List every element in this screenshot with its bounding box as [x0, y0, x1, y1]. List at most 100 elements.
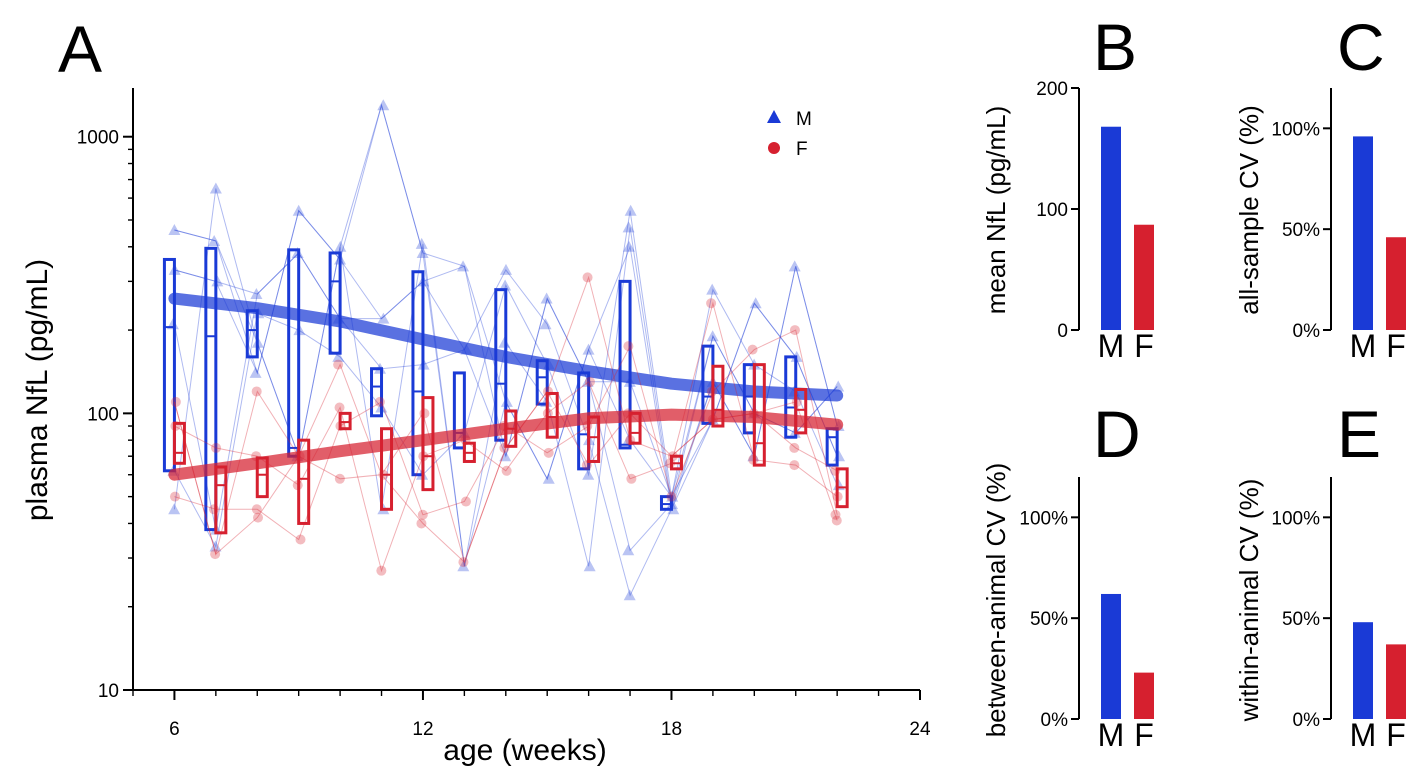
data-point-m [832, 380, 845, 392]
data-point-f [416, 518, 427, 529]
data-point-f [253, 512, 264, 523]
data-point-f [789, 325, 800, 336]
data-point-m [583, 560, 596, 572]
animal-line [174, 301, 838, 573]
box-m [659, 495, 673, 511]
series-m [162, 99, 846, 601]
data-point-m [788, 260, 801, 272]
data-point-f [623, 341, 634, 352]
bar-m [1101, 126, 1121, 330]
box-m [328, 251, 342, 355]
data-point-f [747, 344, 758, 355]
data-point-m [292, 204, 305, 216]
category-label: F [1386, 328, 1406, 364]
legend-label: F [796, 139, 808, 160]
data-point-f [210, 549, 221, 560]
data-point-f [706, 298, 717, 309]
animal-line [174, 209, 838, 552]
category-label: M [1350, 328, 1377, 364]
data-point-m [667, 503, 680, 515]
data-point-m [416, 246, 429, 258]
y-tick-label: 100 [87, 404, 119, 425]
box-m [494, 288, 508, 442]
box-f [545, 391, 559, 439]
data-point-m [622, 544, 635, 556]
y-axis-label: within-animal CV (%) [1234, 479, 1264, 723]
data-point-m [208, 234, 221, 246]
data-point-m [250, 288, 263, 300]
data-point-m [499, 263, 512, 275]
data-point-m [622, 221, 635, 233]
data-point-f [417, 509, 428, 520]
y-tick-label: 50% [1030, 609, 1068, 630]
data-point-m [209, 540, 222, 552]
y-tick-label: 100 [1036, 200, 1068, 221]
data-point-m [457, 260, 470, 272]
category-label: F [1134, 717, 1154, 753]
trend-line-m [168, 292, 844, 402]
data-point-f [626, 473, 637, 484]
panel-e-letter: E [1337, 397, 1381, 471]
data-point-m [168, 503, 181, 515]
data-point-m [332, 350, 345, 362]
data-point-m [832, 479, 845, 491]
data-point-f [208, 504, 219, 515]
y-tick-label: 50% [1282, 609, 1320, 630]
data-point-m [334, 240, 347, 252]
x-tick-label: 18 [661, 719, 682, 740]
data-point-f [830, 509, 841, 520]
animal-line [174, 252, 838, 498]
box-m [618, 279, 632, 450]
bar-f [1134, 672, 1154, 719]
data-point-f [458, 557, 469, 568]
data-point-f [666, 491, 677, 502]
box-m [370, 367, 384, 418]
category-label: M [1098, 717, 1125, 753]
data-point-f [789, 442, 800, 453]
category-label: F [1134, 328, 1154, 364]
series-f [168, 272, 849, 576]
category-label: M [1350, 717, 1377, 753]
box-m [411, 270, 425, 477]
box-f [172, 421, 186, 465]
data-point-f [295, 534, 306, 545]
data-point-m [249, 366, 262, 378]
data-point-f [251, 504, 262, 515]
data-point-m [542, 472, 555, 484]
data-point-m [539, 318, 552, 330]
y-tick-label: 100% [1271, 119, 1320, 140]
x-tick-label: 24 [909, 719, 931, 740]
data-point-m [499, 450, 512, 462]
box-f [380, 427, 394, 511]
data-point-m [457, 560, 470, 572]
y-tick-label: 0% [1041, 710, 1069, 731]
data-point-m [582, 468, 595, 480]
x-axis-label: age (weeks) [443, 734, 606, 767]
legend-label: M [796, 109, 812, 130]
box-f [297, 438, 311, 525]
data-point-m [540, 292, 553, 304]
data-point-f [460, 496, 471, 507]
x-tick-label: 12 [412, 719, 433, 740]
legend: MF [767, 109, 812, 160]
bar-m [1353, 622, 1373, 719]
panel-b-letter: B [1093, 10, 1137, 84]
bar-m [1353, 136, 1373, 330]
data-point-f [376, 565, 387, 576]
panel-c-letter: C [1337, 10, 1385, 84]
data-point-f [501, 465, 512, 476]
box-m [825, 427, 839, 467]
bar-m [1101, 593, 1121, 719]
y-axis-label: plasma NfL (pg/mL) [21, 259, 54, 521]
data-point-m [499, 279, 512, 291]
data-point-f [169, 491, 180, 502]
y-tick-label: 10 [98, 681, 119, 702]
legend-marker-m [767, 110, 781, 123]
data-point-m [168, 224, 181, 236]
box-f [794, 387, 808, 435]
category-label: M [1098, 328, 1125, 364]
data-point-m [622, 240, 635, 252]
data-point-m [623, 589, 636, 601]
